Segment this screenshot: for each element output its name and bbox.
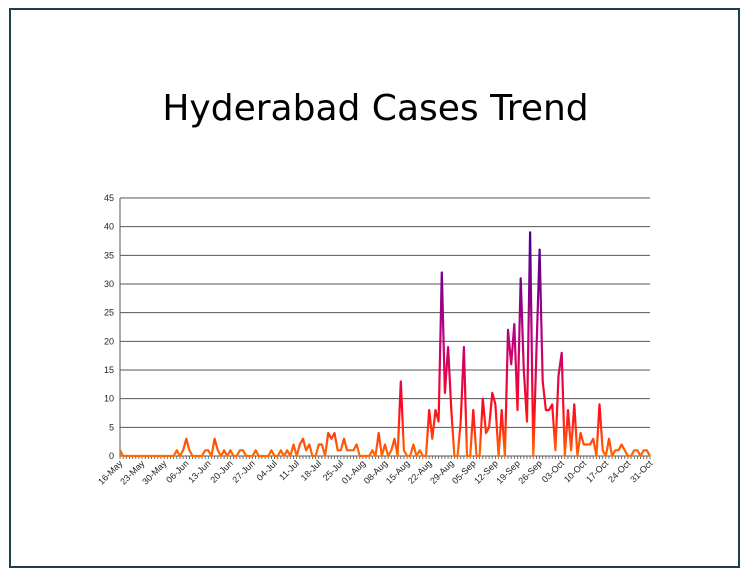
x-tick-label: 26-Sep xyxy=(516,458,544,486)
y-tick-label: 0 xyxy=(109,451,114,461)
x-tick-label: 27-Jun xyxy=(230,458,257,485)
y-tick-label: 25 xyxy=(104,308,114,318)
x-tick-label: 13-Jun xyxy=(186,458,213,485)
y-tick-label: 15 xyxy=(104,365,114,375)
y-tick-label: 35 xyxy=(104,250,114,260)
x-tick-label: 17-Oct xyxy=(584,458,611,485)
x-tick-label: 24-Oct xyxy=(606,458,633,485)
chart-frame xyxy=(9,8,740,568)
x-tick-label: 15-Aug xyxy=(384,458,412,486)
x-tick-label: 01-Aug xyxy=(340,458,368,486)
x-tick-label: 18-Jul xyxy=(299,458,323,482)
cases-line xyxy=(119,231,651,458)
x-tick-label: 20-Jun xyxy=(208,458,235,485)
y-tick-label: 45 xyxy=(104,193,114,203)
y-tick-label: 40 xyxy=(104,222,114,232)
y-tick-label: 10 xyxy=(104,394,114,404)
x-tick-label: 19-Sep xyxy=(494,458,522,486)
x-tick-label: 04-Jul xyxy=(255,458,279,482)
y-tick-label: 30 xyxy=(104,279,114,289)
x-tick-label: 29-Aug xyxy=(428,458,456,486)
x-tick-label: 12-Sep xyxy=(472,458,500,486)
x-tick-label: 11-Jul xyxy=(277,458,301,482)
x-tick-label: 08-Aug xyxy=(362,458,390,486)
x-tick-label: 22-Aug xyxy=(406,458,434,486)
x-tick-label: 05-Sep xyxy=(450,458,478,486)
x-tick-label: 31-Oct xyxy=(628,458,655,485)
x-tick-label: 10-Oct xyxy=(562,458,589,485)
x-tick-label: 30-May xyxy=(140,458,169,487)
y-tick-label: 5 xyxy=(109,422,114,432)
x-tick-label: 03-Oct xyxy=(540,458,567,485)
y-tick-label: 20 xyxy=(104,336,114,346)
chart-title: Hyderabad Cases Trend xyxy=(162,88,589,129)
x-tick-label: 06-Jun xyxy=(164,458,191,485)
